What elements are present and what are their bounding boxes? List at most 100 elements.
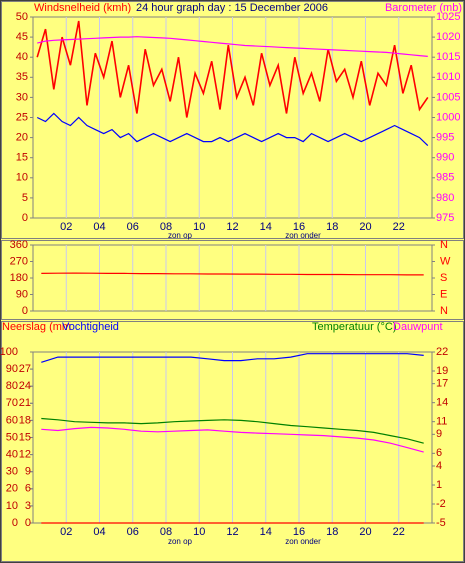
- y-tick-label: 20: [16, 132, 28, 144]
- y-tick-label: 5: [22, 192, 28, 204]
- x-tick-label: 04: [93, 526, 105, 538]
- y-tick-label: 0: [25, 517, 31, 529]
- y-tick-label: 995: [436, 132, 454, 144]
- x-tick-label: 12: [226, 221, 238, 233]
- y-tick-label: 9: [436, 428, 442, 440]
- x-tick-label: 22: [393, 526, 405, 538]
- x-tick-label: 18: [326, 526, 338, 538]
- y-tick-label: 6: [25, 483, 31, 495]
- y-tick-label: 50: [6, 431, 18, 443]
- series-line: [41, 272, 424, 276]
- y-tick-label: -5: [436, 517, 446, 529]
- x-tick-label: 08: [160, 526, 172, 538]
- y-tick-label: 180: [10, 272, 28, 284]
- x-tick-label: 10: [193, 221, 205, 233]
- y-tick-label: 980: [436, 192, 454, 204]
- x-tick-label: 20: [359, 221, 371, 233]
- series-line: [37, 36, 428, 57]
- y-tick-label: 15: [19, 431, 31, 443]
- annotation: zon onder: [285, 537, 321, 546]
- y-tick-label: 1: [436, 479, 442, 491]
- y-tick-label: 80: [6, 380, 18, 392]
- x-tick-label: 22: [393, 221, 405, 233]
- y-tick-label: 975: [436, 212, 454, 224]
- y-tick-label: 0: [22, 212, 28, 224]
- y-tick-label: 20: [6, 483, 18, 495]
- y-tick-label: 1020: [436, 31, 460, 43]
- y-tick-label: 25: [16, 111, 28, 123]
- y-tick-label: 27: [19, 363, 31, 375]
- y-tick-label: 100: [0, 346, 18, 358]
- x-tick-label: 12: [226, 526, 238, 538]
- series-line: [36, 112, 429, 147]
- x-tick-label: 14: [260, 221, 272, 233]
- y-tick-label: 0: [22, 305, 28, 317]
- y-tick-label: -2: [436, 498, 446, 510]
- x-tick-label: 20: [359, 526, 371, 538]
- series-line: [41, 426, 424, 453]
- legend-entry: Vochtigheid: [62, 321, 119, 333]
- y-tick-label: 21: [19, 397, 31, 409]
- x-tick-label: 04: [93, 221, 105, 233]
- y-tick-label: 0: [12, 517, 18, 529]
- y-tick-label: 1005: [436, 91, 460, 103]
- y-tick-label: 360: [10, 239, 28, 251]
- y-tick-label: 15: [16, 152, 28, 164]
- y-tick-label: W: [440, 255, 451, 267]
- y-tick-label: N: [440, 239, 448, 251]
- y-tick-label: 270: [10, 255, 28, 267]
- y-tick-label: 4: [436, 460, 442, 472]
- series-line: [36, 20, 429, 118]
- y-tick-label: 1025: [436, 11, 460, 23]
- panel-frame: [1, 321, 464, 562]
- annotation: zon op: [168, 537, 193, 546]
- x-tick-label: 08: [160, 221, 172, 233]
- y-tick-label: E: [440, 288, 447, 300]
- y-tick-label: 990: [436, 152, 454, 164]
- series-line: [41, 417, 424, 444]
- y-tick-label: 9: [25, 466, 31, 478]
- y-tick-label: N: [440, 305, 448, 317]
- legend-entry: Barometer (mb): [385, 2, 462, 14]
- x-tick-label: 14: [260, 526, 272, 538]
- y-tick-label: 985: [436, 172, 454, 184]
- y-tick-label: 1000: [436, 111, 460, 123]
- annotation: zon onder: [285, 231, 321, 240]
- annotation: zon op: [168, 231, 193, 240]
- y-tick-label: 90: [6, 363, 18, 375]
- y-tick-label: 30: [16, 91, 28, 103]
- y-tick-label: 30: [6, 466, 18, 478]
- x-tick-label: 02: [60, 221, 72, 233]
- y-tick-label: 50: [16, 11, 28, 23]
- y-tick-label: 11: [436, 416, 447, 428]
- y-tick-label: 60: [6, 414, 18, 426]
- y-tick-label: 12: [19, 449, 31, 461]
- x-tick-label: 06: [127, 526, 139, 538]
- legend-entry: Temperatuur (°C): [312, 321, 396, 333]
- y-tick-label: 45: [16, 31, 28, 43]
- y-tick-label: 40: [16, 51, 28, 63]
- y-tick-label: 40: [6, 449, 18, 461]
- y-tick-label: 35: [16, 71, 28, 83]
- x-tick-label: 18: [326, 221, 338, 233]
- y-tick-label: S: [440, 272, 447, 284]
- x-tick-label: 16: [293, 221, 305, 233]
- y-tick-label: 22: [436, 346, 448, 358]
- y-tick-label: 1010: [436, 71, 460, 83]
- x-tick-label: 06: [127, 221, 139, 233]
- x-tick-label: 16: [293, 526, 305, 538]
- y-tick-label: 1015: [436, 51, 460, 63]
- y-tick-label: 14: [436, 397, 448, 409]
- series-line: [41, 353, 424, 363]
- y-tick-label: 6: [436, 447, 442, 459]
- legend-entry: Dauwpunt: [393, 321, 443, 333]
- y-tick-label: 10: [16, 172, 28, 184]
- y-tick-label: 10: [6, 500, 18, 512]
- y-tick-label: 18: [19, 414, 31, 426]
- y-tick-label: 70: [6, 397, 18, 409]
- y-tick-label: 17: [436, 378, 448, 390]
- panel-frame: [1, 240, 464, 320]
- y-tick-label: 19: [436, 365, 448, 377]
- y-tick-label: 90: [16, 288, 28, 300]
